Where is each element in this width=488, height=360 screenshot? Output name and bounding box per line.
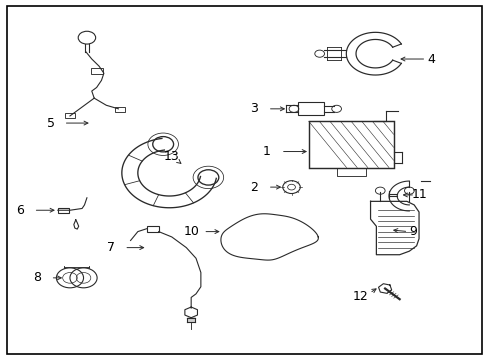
Bar xyxy=(91,68,102,74)
Text: 7: 7 xyxy=(107,241,115,254)
Bar xyxy=(65,113,75,118)
Text: 12: 12 xyxy=(352,290,368,303)
Bar xyxy=(146,226,159,231)
Text: 9: 9 xyxy=(408,225,416,238)
Text: 13: 13 xyxy=(163,150,179,163)
Text: 8: 8 xyxy=(33,271,41,284)
Text: 3: 3 xyxy=(250,102,258,115)
Text: 1: 1 xyxy=(262,145,270,158)
Text: 6: 6 xyxy=(17,204,24,217)
Bar xyxy=(336,167,365,176)
Bar xyxy=(308,121,393,167)
Text: 4: 4 xyxy=(427,53,434,66)
Bar xyxy=(115,107,124,112)
Text: 10: 10 xyxy=(183,225,199,238)
Text: 2: 2 xyxy=(250,181,258,194)
Text: 11: 11 xyxy=(411,188,427,202)
Text: 5: 5 xyxy=(46,117,55,130)
Bar xyxy=(58,208,68,213)
Bar xyxy=(297,103,324,115)
